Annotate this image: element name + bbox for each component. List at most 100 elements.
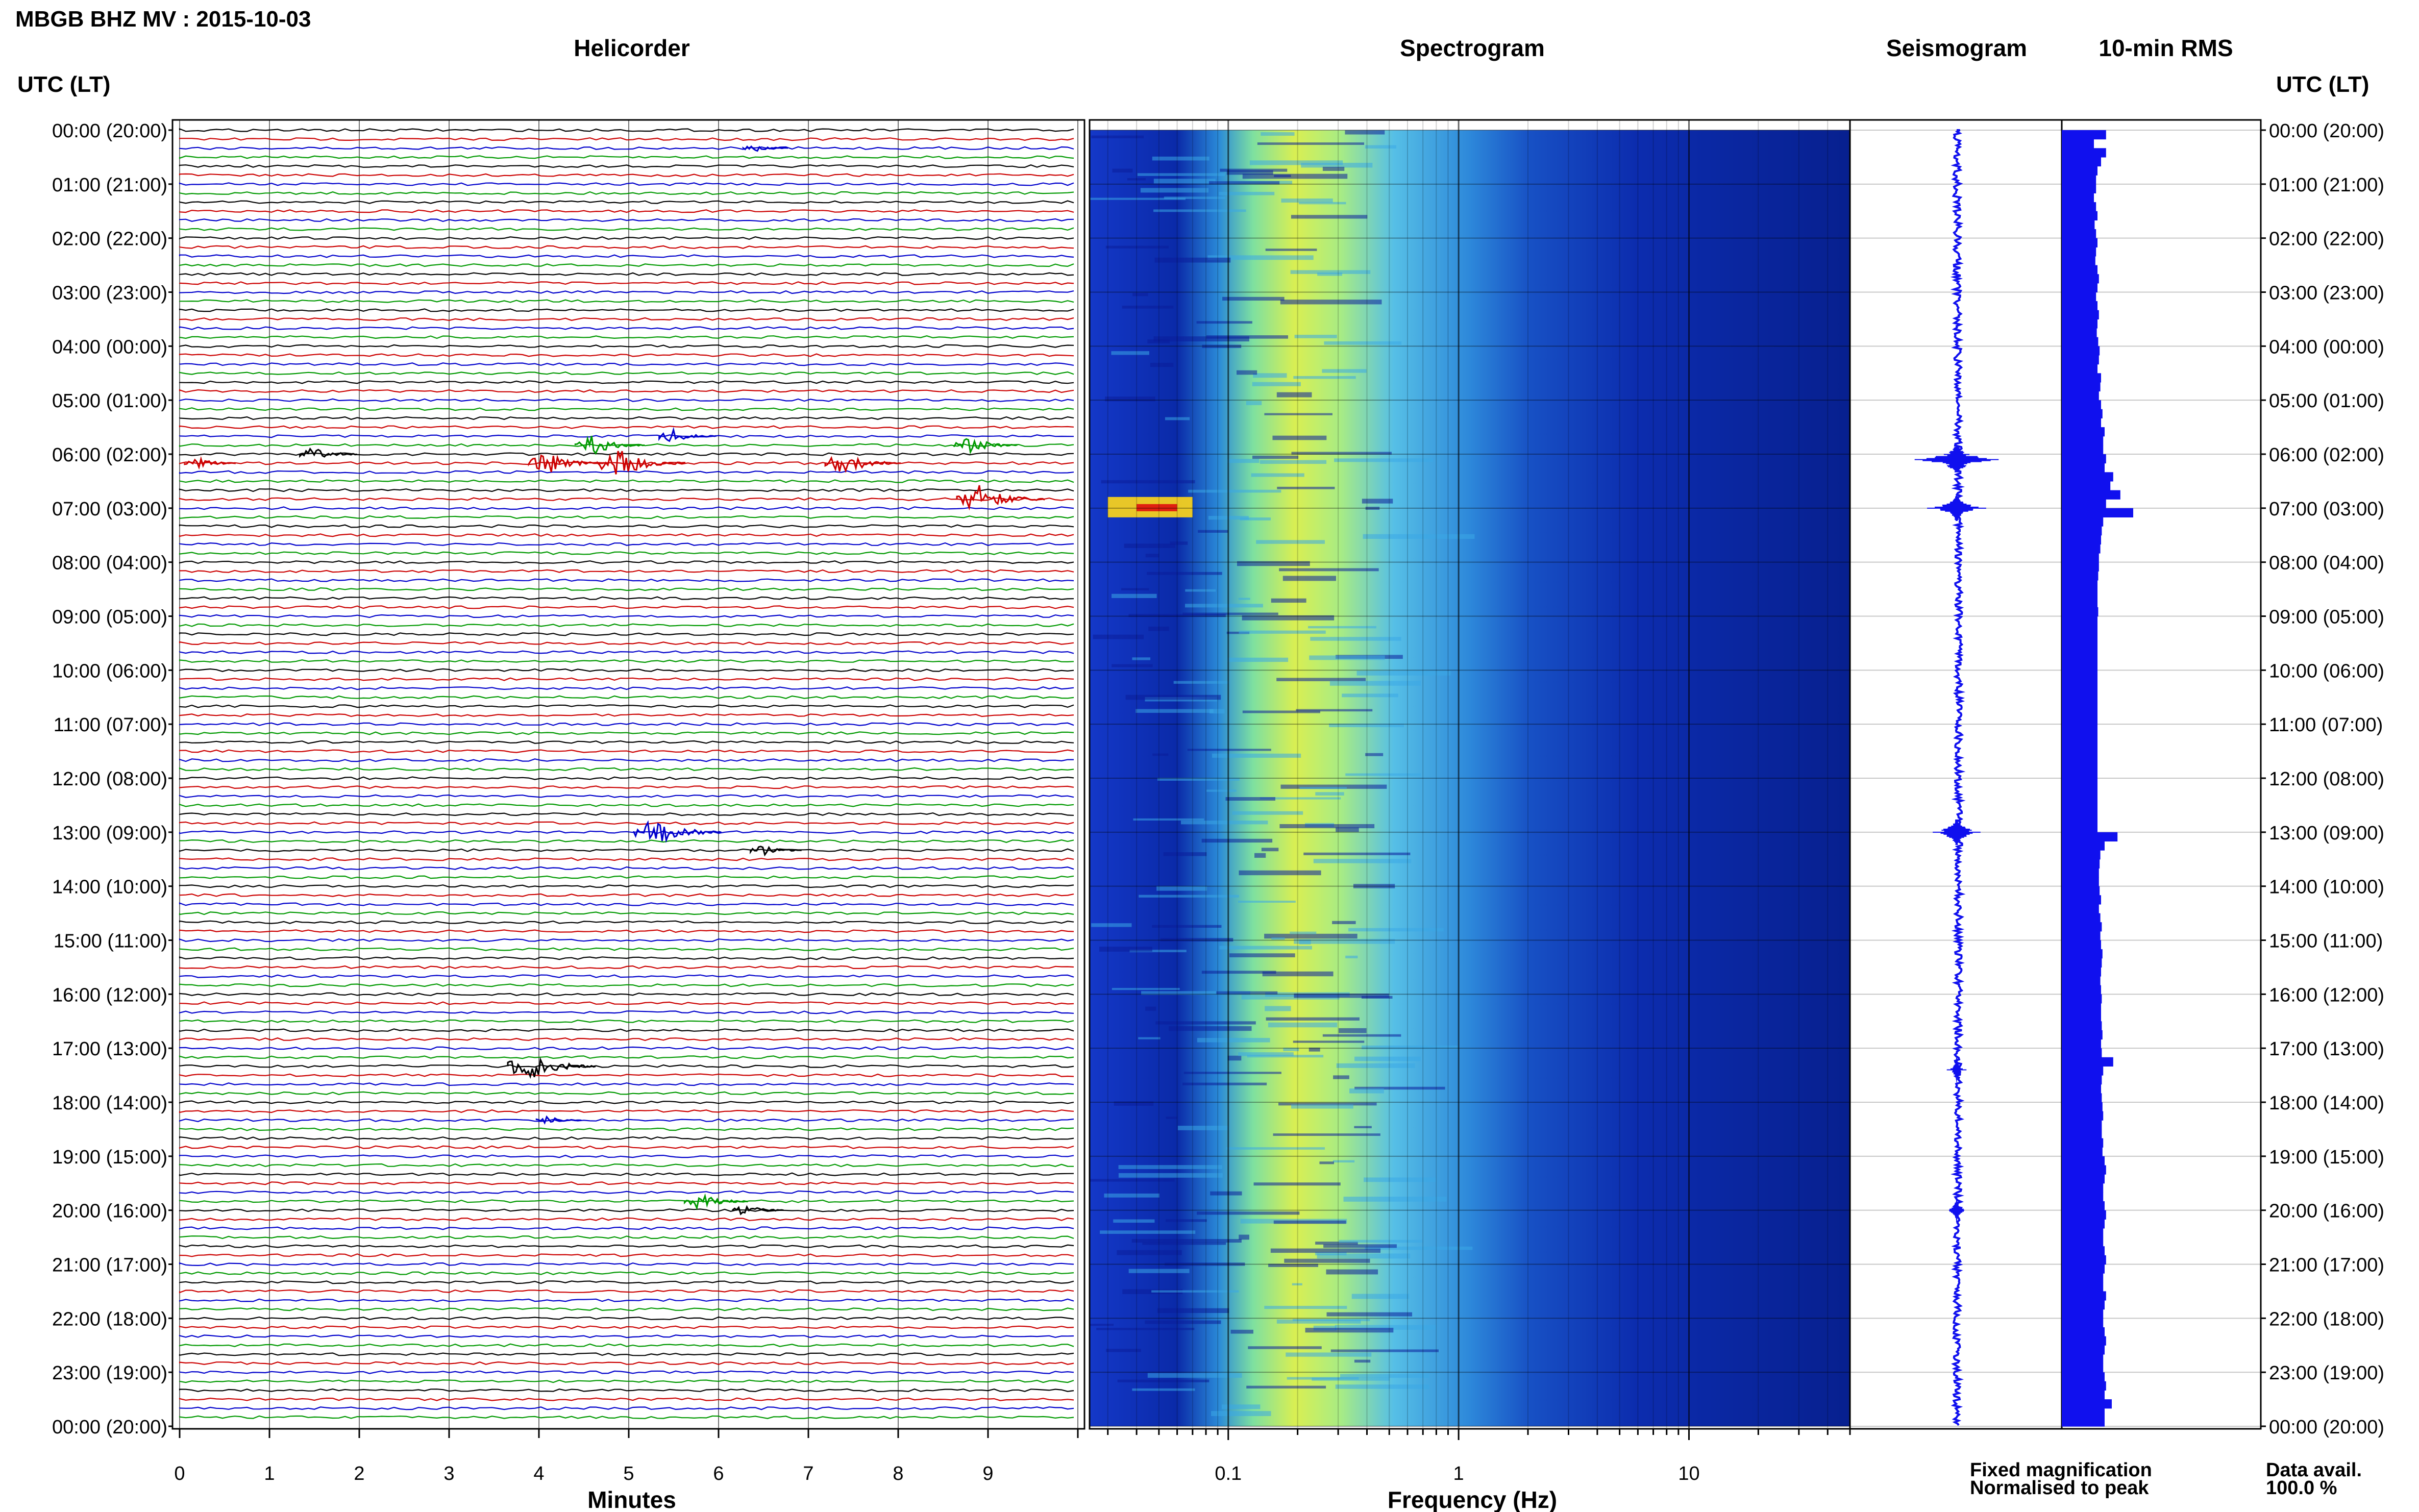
spectrogram-stripe xyxy=(1185,589,1216,592)
time-label-left: 14:00 (10:00) xyxy=(52,877,167,898)
spectrogram-stripe xyxy=(1354,1086,1445,1090)
helicorder-trace xyxy=(179,1010,1074,1014)
spectrogram-stripe xyxy=(1166,1219,1207,1222)
helicorder-trace xyxy=(179,1406,1074,1410)
spectrogram-stripe xyxy=(1145,1320,1221,1324)
rms-bar xyxy=(2062,1264,2105,1274)
rms-bar xyxy=(2062,1336,2106,1346)
helicorder-event xyxy=(742,145,788,152)
rms-bar xyxy=(2062,157,2101,167)
spectrogram-stripe xyxy=(1105,396,1155,402)
helicorder-trace xyxy=(179,1154,1074,1158)
helicorder-trace xyxy=(179,569,1074,573)
spectrogram-stripe xyxy=(1114,1101,1154,1106)
time-label-right: 17:00 (13:00) xyxy=(2269,1038,2384,1060)
helicorder-trace xyxy=(179,1325,1074,1329)
spectrogram-stripe xyxy=(1260,797,1341,800)
spectrogram-stripe xyxy=(1282,576,1337,581)
spectrogram-stripe xyxy=(1252,382,1301,386)
helicorder-trace xyxy=(179,1271,1074,1275)
rms-bar xyxy=(2062,904,2099,914)
spectrogram-stripe xyxy=(1091,923,1132,927)
spectrogram-stripe xyxy=(1131,1239,1242,1243)
spectrogram-stripe xyxy=(1106,1349,1141,1352)
spectrogram-stripe xyxy=(1266,1017,1360,1021)
spectrogram-stripe xyxy=(1247,1055,1324,1058)
helicorder-trace xyxy=(179,704,1074,708)
spectrogram-stripe xyxy=(1197,1037,1270,1043)
helicorder-event xyxy=(507,1057,596,1079)
rms-bar xyxy=(2062,967,2101,977)
helicorder-trace xyxy=(179,1397,1074,1401)
rms-bar xyxy=(2062,1228,2104,1238)
time-label-right: 04:00 (00:00) xyxy=(2269,336,2384,358)
spectrogram-stripe xyxy=(1122,305,1174,309)
helicorder-trace xyxy=(179,164,1074,168)
spectrogram-stripe xyxy=(1315,792,1344,796)
rms-bar xyxy=(2062,553,2099,563)
spectrogram-stripe xyxy=(1290,931,1317,934)
spectrogram-stripe xyxy=(1112,593,1157,598)
time-label-left: 22:00 (18:00) xyxy=(52,1308,167,1330)
spectrogram-stripe xyxy=(1348,928,1444,932)
helicorder-trace xyxy=(179,749,1074,753)
spectrogram-stripe xyxy=(1165,1262,1245,1266)
rms-bar xyxy=(2062,508,2133,517)
spectrogram-stripe xyxy=(1242,173,1348,179)
spectrogram-stripe xyxy=(1196,321,1252,324)
spectrogram-stripe xyxy=(1305,1328,1394,1333)
legend-fixed-magnification: Fixed magnification xyxy=(1970,1459,2152,1481)
spectrogram-stripe xyxy=(1246,401,1262,405)
rms-bar xyxy=(2062,229,2096,239)
spectrogram-stripe xyxy=(1121,588,1149,590)
time-label-left: 06:00 (02:00) xyxy=(52,444,167,466)
helicorder-trace xyxy=(179,965,1074,970)
helicorder-trace xyxy=(179,524,1074,528)
helicorder-trace xyxy=(179,398,1074,402)
time-label-left: 08:00 (04:00) xyxy=(52,553,167,574)
rms-bar xyxy=(2062,823,2097,833)
helicorder-tick-label: 0 xyxy=(174,1463,185,1484)
rms-bar xyxy=(2062,1363,2104,1373)
helicorder-trace xyxy=(179,1343,1074,1347)
time-labels-left: 00:00 (20:00) 01:00 (21:00) 02:00 (22:00) 0… xyxy=(52,120,172,1438)
spectrogram-stripe xyxy=(1363,534,1475,539)
rms-bar xyxy=(2062,832,2118,841)
spectrogram-stripe xyxy=(1265,249,1317,251)
rms-bar xyxy=(2062,364,2097,374)
spectrogram-stripe xyxy=(1237,370,1257,375)
rms-bar xyxy=(2062,319,2097,329)
rms-bar xyxy=(2062,1120,2102,1130)
helicorder-trace xyxy=(179,299,1074,303)
helicorder-trace xyxy=(179,308,1074,312)
helicorder-trace xyxy=(179,380,1074,384)
rms-bar xyxy=(2062,310,2099,319)
rms-bar xyxy=(2062,571,2099,581)
rms-bar xyxy=(2062,220,2095,230)
spectrogram-stripe xyxy=(1138,1037,1161,1039)
helicorder-trace xyxy=(179,326,1074,330)
spectrogram-stripe xyxy=(1226,631,1250,634)
helicorder-event xyxy=(535,1115,582,1125)
spectrogram-stripe xyxy=(1332,921,1356,924)
time-label-left: 10:00 (06:00) xyxy=(52,660,167,682)
spectrogram-stripe xyxy=(1329,723,1404,728)
seismogram-burst xyxy=(1933,819,1981,845)
spectrogram-stripe xyxy=(1128,1269,1190,1273)
spectrogram-stripe xyxy=(1141,991,1250,995)
time-label-left: 21:00 (17:00) xyxy=(52,1255,167,1276)
helicorder-tick-label: 5 xyxy=(623,1463,634,1484)
time-label-left: 01:00 (21:00) xyxy=(52,175,167,196)
spectrogram-stripe xyxy=(1111,351,1149,355)
helicorder-trace xyxy=(179,875,1074,879)
spectrogram-stripe xyxy=(1361,996,1393,999)
rms-bar xyxy=(2062,1111,2104,1121)
spectrogram-stripe xyxy=(1265,1006,1291,1011)
time-label-left: 15:00 (11:00) xyxy=(54,931,167,952)
helicorder-trace xyxy=(179,551,1074,555)
rms-bar xyxy=(2062,1309,2104,1319)
helicorder-trace xyxy=(179,1217,1074,1221)
rms-bar xyxy=(2062,1156,2105,1166)
spectrogram-stripe xyxy=(1276,678,1366,681)
seismogram-burst xyxy=(1946,1057,1967,1083)
